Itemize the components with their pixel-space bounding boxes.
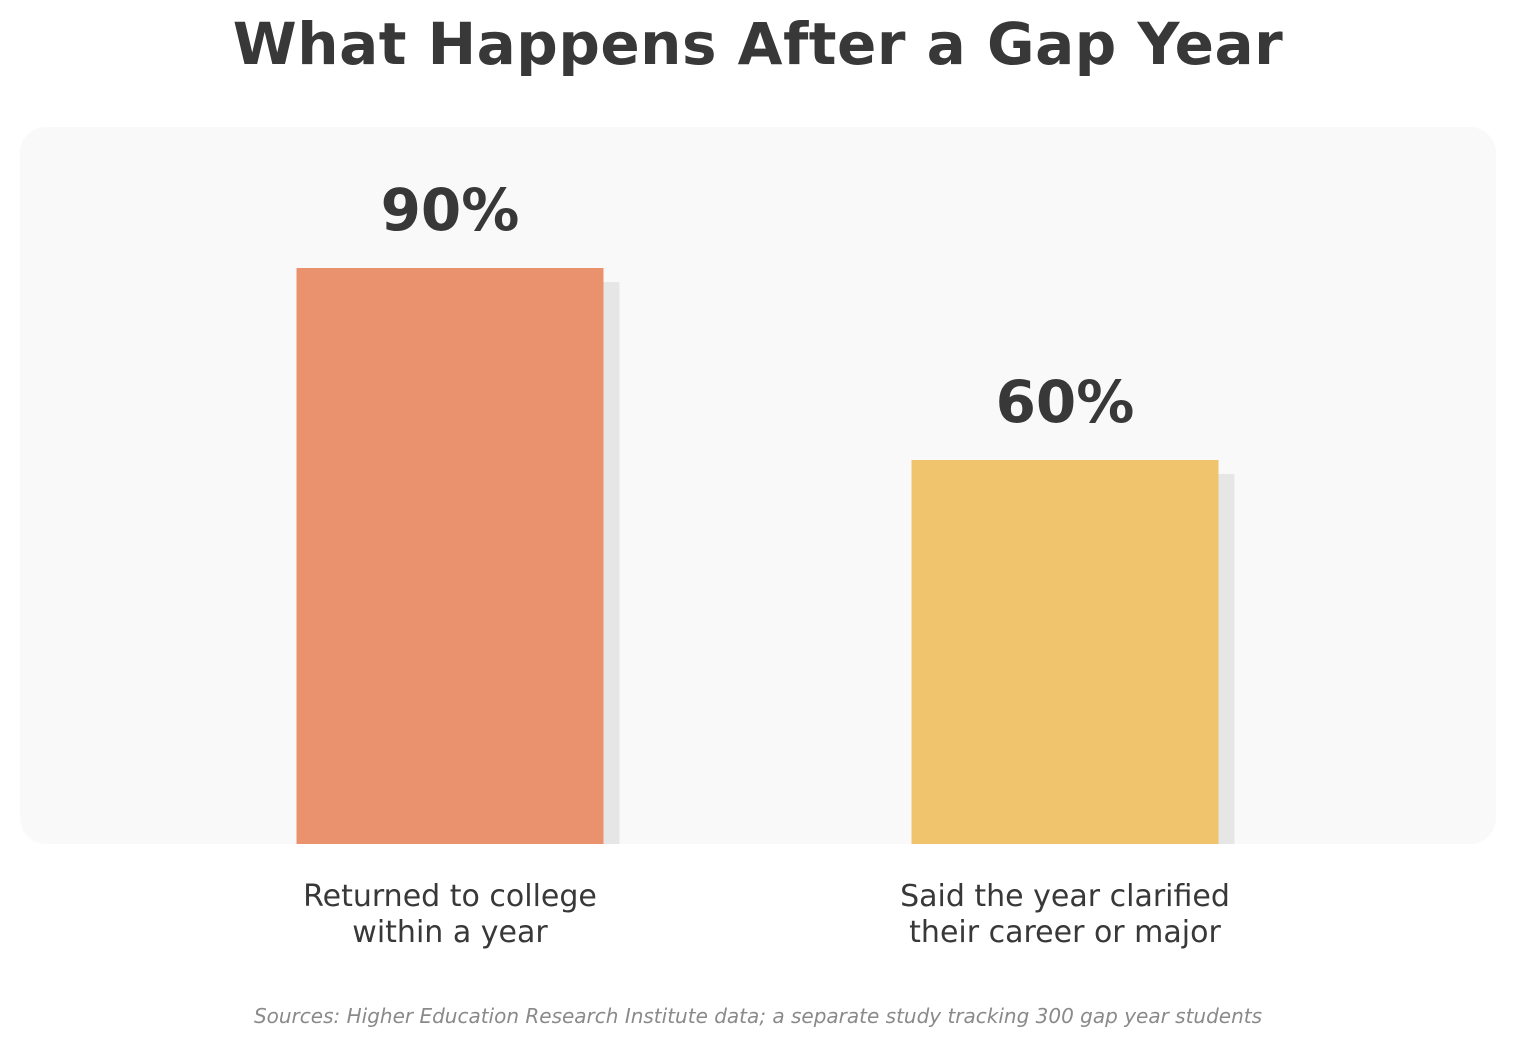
bar-value-label-2: 60% — [996, 368, 1135, 436]
bar-value-label-1: 90% — [381, 176, 520, 244]
category-label-clarified-career: Said the year clarified their career or … — [900, 879, 1230, 950]
bar-2 — [911, 460, 1219, 844]
chart-title: What Happens After a Gap Year — [232, 10, 1284, 78]
category-label-returned-to-college: Returned to college within a year — [303, 879, 597, 950]
source-note: Sources: Higher Education Research Insti… — [253, 1004, 1263, 1028]
chart-panel — [20, 127, 1496, 844]
bar-1 — [296, 268, 604, 844]
